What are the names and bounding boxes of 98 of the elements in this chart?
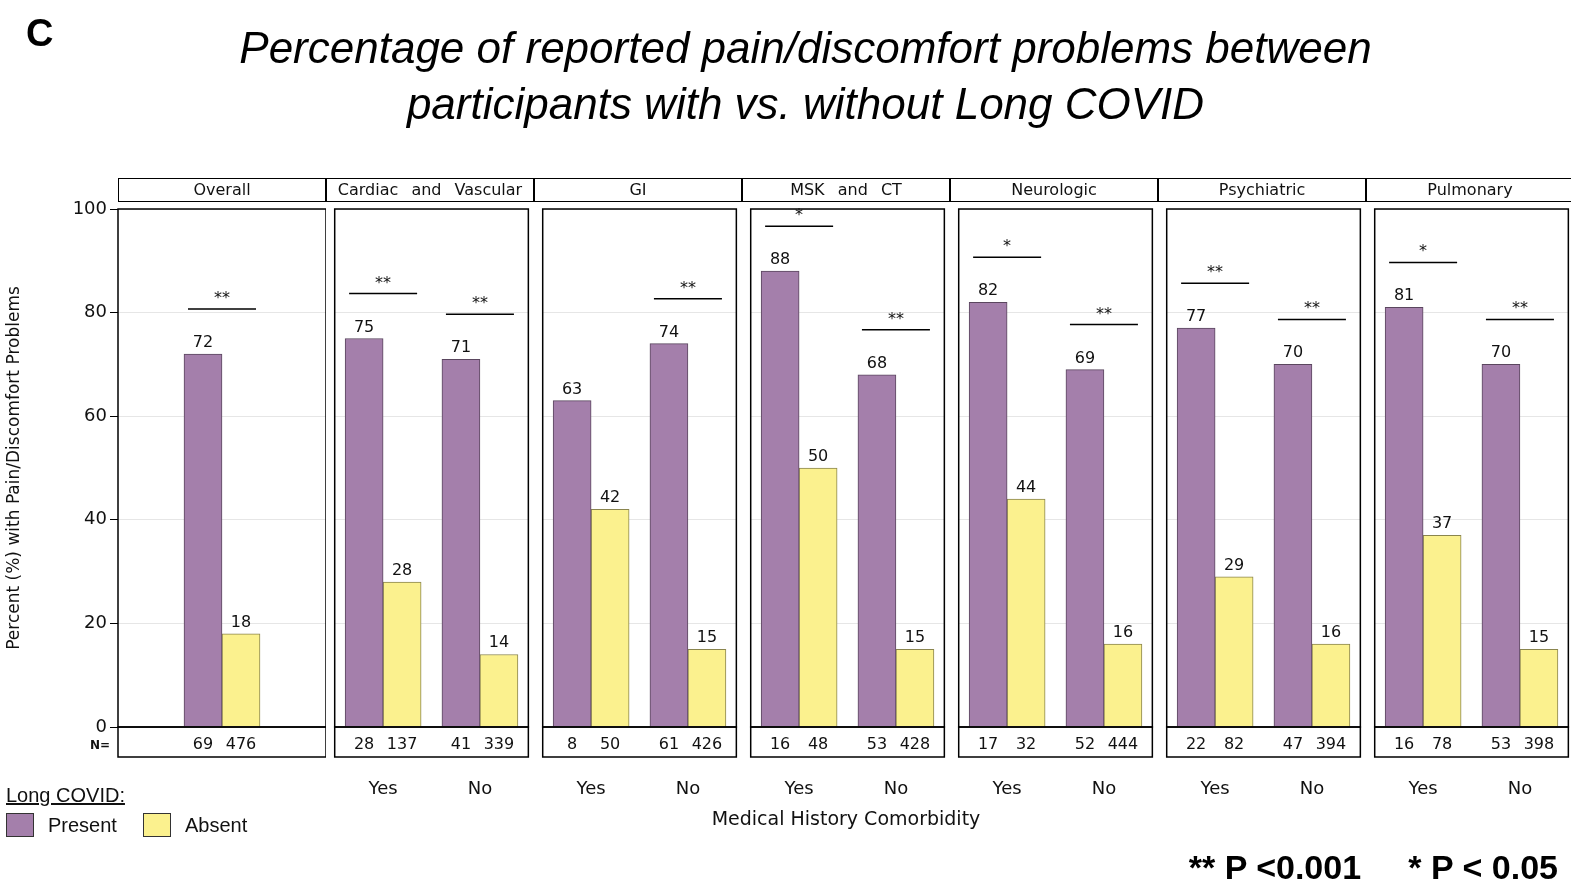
text: 137 bbox=[386, 734, 418, 753]
text: 476 bbox=[225, 734, 257, 753]
x-tick-label: No bbox=[675, 777, 701, 799]
data-label: 16 bbox=[1320, 622, 1342, 642]
data-label: 16 bbox=[1112, 622, 1134, 642]
annotation: * bbox=[1003, 236, 1012, 256]
data-label: 15 bbox=[904, 627, 926, 647]
text: 398 bbox=[1523, 734, 1555, 753]
text: C bbox=[26, 12, 54, 55]
text: Percentage of reported pain/discomfort problems between participants with vs. without Long COVID bbox=[239, 23, 1372, 128]
text: 69 bbox=[192, 734, 214, 753]
data-label: 50 bbox=[807, 446, 829, 465]
legend-label: Absent bbox=[184, 813, 248, 837]
legend-label: Present bbox=[48, 813, 117, 837]
text: 16 bbox=[1393, 734, 1415, 753]
annotation: ** bbox=[214, 288, 230, 308]
text: 48 bbox=[807, 734, 829, 753]
text: 22 bbox=[1185, 734, 1207, 753]
text: N= bbox=[89, 738, 110, 752]
data-label: 81 bbox=[1393, 285, 1415, 305]
x-tick-label: Yes bbox=[783, 777, 814, 799]
x-tick-label: No bbox=[467, 777, 493, 799]
text: 41 bbox=[450, 734, 472, 753]
data-label: 44 bbox=[1015, 477, 1037, 497]
y-tick-label: 40 bbox=[84, 507, 107, 529]
annotation: ** bbox=[375, 272, 392, 292]
data-label: 68 bbox=[866, 352, 888, 372]
data-label: 15 bbox=[696, 627, 718, 647]
text: 28 bbox=[353, 734, 375, 753]
text: 78 bbox=[1431, 734, 1453, 753]
text: 82 bbox=[1223, 734, 1245, 753]
text: 53 bbox=[866, 734, 888, 753]
x-tick-label: Yes bbox=[1407, 777, 1438, 799]
x-tick-label: Yes bbox=[367, 777, 398, 799]
text: 17 bbox=[977, 734, 999, 753]
data-label: 74 bbox=[658, 321, 680, 341]
chart-subtitle: MSK and CT bbox=[742, 178, 950, 202]
x-tick-label: Yes bbox=[575, 777, 606, 799]
x-tick-label: No bbox=[883, 777, 909, 799]
text: 53 bbox=[1490, 734, 1512, 753]
x-tick-label: No bbox=[1091, 777, 1117, 799]
annotation: * bbox=[1419, 241, 1428, 261]
data-label: 42 bbox=[599, 487, 621, 507]
text: 32 bbox=[1015, 734, 1037, 753]
data-label: 71 bbox=[450, 337, 472, 357]
text: 339 bbox=[483, 734, 515, 753]
x-tick-label: Yes bbox=[991, 777, 1022, 799]
chart-subtitle: GI bbox=[534, 178, 742, 202]
text: ** P <0.001 * P < 0.05 bbox=[1188, 848, 1558, 887]
data-label: 70 bbox=[1490, 342, 1512, 362]
y-tick-label: 100 bbox=[72, 196, 107, 218]
data-label: 69 bbox=[1074, 347, 1096, 367]
annotation: * bbox=[795, 205, 804, 225]
data-label: 28 bbox=[391, 559, 413, 579]
y-tick-label: 20 bbox=[84, 611, 107, 633]
data-label: 18 bbox=[230, 611, 252, 631]
data-label: 15 bbox=[1528, 627, 1550, 647]
annotation: ** bbox=[887, 308, 904, 328]
chart-subtitle: Pulmonary bbox=[1366, 178, 1571, 202]
annotation: ** bbox=[1095, 303, 1112, 323]
annotation: ** bbox=[679, 277, 696, 297]
data-label: 82 bbox=[977, 280, 999, 300]
legend-title: Long COVID: bbox=[6, 784, 126, 807]
y-tick-label: 0 bbox=[95, 714, 107, 736]
data-label: 63 bbox=[561, 378, 583, 398]
text: 394 bbox=[1315, 734, 1347, 753]
y-tick-label: 80 bbox=[84, 300, 107, 322]
chart-subtitle: Overall bbox=[118, 178, 326, 202]
data-label: 29 bbox=[1223, 554, 1245, 574]
data-label: 14 bbox=[488, 632, 510, 652]
x-tick-label: Yes bbox=[1199, 777, 1230, 799]
data-label: 70 bbox=[1282, 342, 1304, 362]
chart-subtitle: Psychiatric bbox=[1158, 178, 1366, 202]
text: 8 bbox=[567, 734, 578, 753]
data-label: 72 bbox=[192, 332, 214, 352]
text: 16 bbox=[769, 734, 791, 753]
annotation: ** bbox=[1303, 298, 1320, 318]
text: 444 bbox=[1107, 734, 1139, 753]
text: 61 bbox=[658, 734, 680, 753]
chart-subtitle: Neurologic bbox=[950, 178, 1158, 202]
x-tick-label: No bbox=[1507, 777, 1533, 799]
annotation: ** bbox=[471, 293, 488, 313]
data-label: 77 bbox=[1185, 306, 1207, 326]
text: 52 bbox=[1074, 734, 1096, 753]
chart-subtitle: Cardiac and Vascular bbox=[326, 178, 534, 202]
data-label: 88 bbox=[769, 249, 791, 269]
y-tick-label: 60 bbox=[84, 403, 107, 425]
data-label: 75 bbox=[353, 316, 375, 336]
annotation: ** bbox=[1207, 262, 1224, 282]
annotation: ** bbox=[1511, 298, 1528, 318]
text: 47 bbox=[1282, 734, 1304, 753]
x-tick-label: No bbox=[1299, 777, 1325, 799]
text: 426 bbox=[691, 734, 723, 753]
text: 428 bbox=[899, 734, 931, 753]
data-label: 37 bbox=[1431, 513, 1453, 533]
y-axis-title: Percent (%) with Pain/Discomfort Problems bbox=[2, 286, 23, 650]
x-axis-title: Medical History Comorbidity bbox=[710, 807, 982, 829]
text: 50 bbox=[599, 734, 621, 753]
